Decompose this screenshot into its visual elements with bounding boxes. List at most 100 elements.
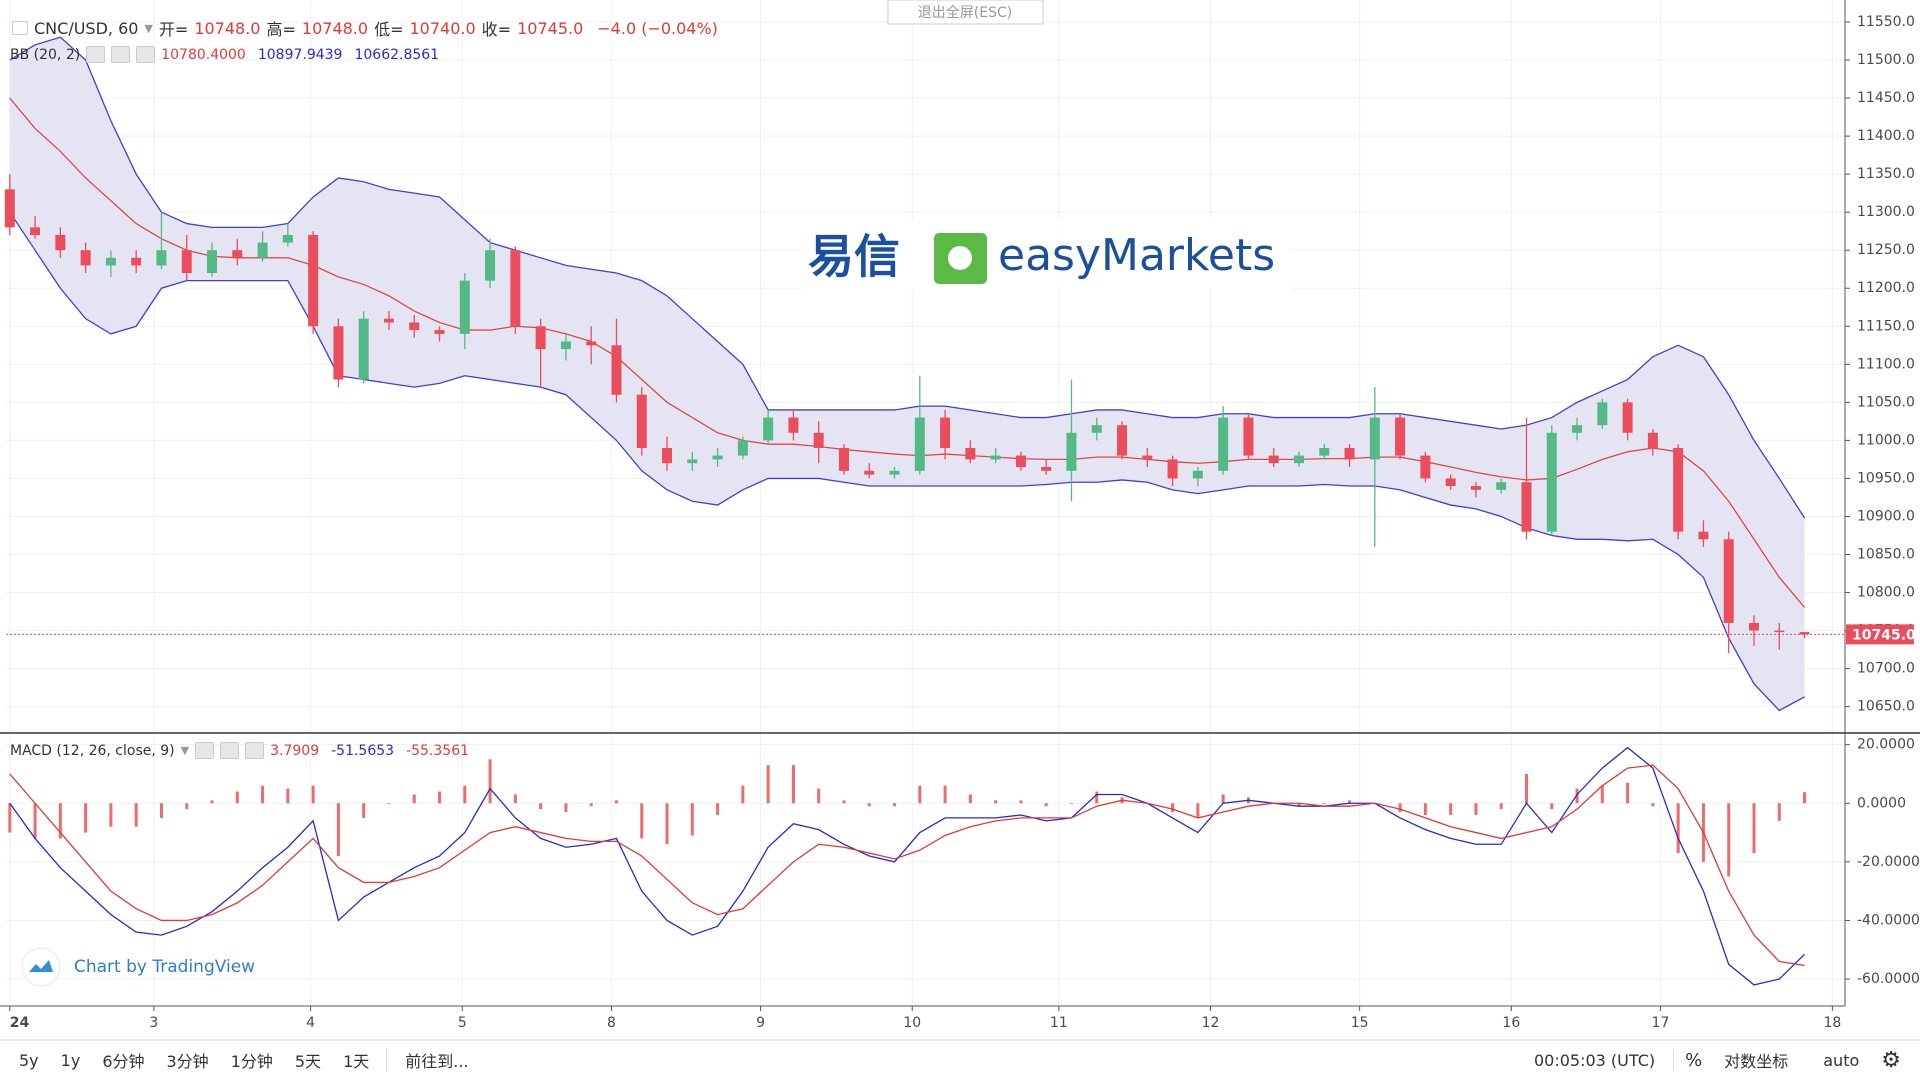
bb-legend: BB (20, 2) 10780.4000 10897.9439 10662.8…: [10, 46, 439, 63]
histogram-bar: [1044, 803, 1048, 807]
x-tick-label: 9: [756, 1015, 765, 1031]
candle-body: [737, 440, 748, 456]
candle-body: [687, 459, 698, 464]
tv-logo-mark: [29, 960, 53, 972]
histogram-bar: [994, 800, 998, 804]
ohlc-value: 10748.0: [194, 18, 261, 38]
collapse-icon[interactable]: [12, 21, 28, 35]
candle-body: [1142, 455, 1153, 460]
log-button[interactable]: 对数坐标: [1724, 1052, 1789, 1071]
indicator-name: BB (20, 2): [10, 46, 81, 63]
histogram-bar: [235, 791, 239, 804]
x-tick-label: 4: [306, 1015, 315, 1031]
candle-body: [4, 189, 15, 228]
histogram-bar: [867, 803, 871, 807]
candle-body: [282, 234, 293, 243]
clock: 00:05:03 (UTC): [1523, 1050, 1675, 1070]
candle-body: [30, 227, 41, 235]
histogram-bar: [159, 803, 163, 818]
watermark-logo-dot: [948, 246, 972, 270]
macd-line: [9, 746, 1806, 986]
histogram-bar: [716, 803, 720, 815]
candle-body: [940, 417, 951, 448]
range-button[interactable]: 5y: [19, 1050, 39, 1070]
candle-body: [55, 234, 66, 251]
candle-body: [1192, 470, 1203, 479]
histogram-bar: [640, 803, 644, 839]
histogram-bar: [412, 794, 416, 804]
indicator-value: 3.7909: [270, 742, 320, 759]
histogram-bar: [84, 803, 88, 833]
x-tick-label: 17: [1652, 1015, 1670, 1031]
candle-body: [333, 326, 344, 380]
tv-logo: [21, 947, 61, 987]
candle-body: [535, 326, 546, 350]
candle-body: [1091, 425, 1102, 433]
range-button[interactable]: 1天: [343, 1052, 370, 1071]
histogram-bar: [968, 794, 972, 804]
indicator-icon[interactable]: [195, 742, 215, 759]
indicator-icon[interactable]: [220, 742, 240, 759]
candle-body: [434, 330, 445, 334]
histogram-bar: [185, 803, 189, 810]
range-button[interactable]: 5天: [294, 1052, 322, 1071]
range-button[interactable]: 1y: [60, 1050, 81, 1070]
indicator-value: -55.3561: [406, 742, 470, 759]
candle-body: [763, 417, 774, 441]
indicator-name: MACD (12, 26, close, 9): [10, 742, 175, 759]
indicator-icon[interactable]: [111, 46, 131, 63]
attribution[interactable]: Chart by TradingView: [21, 947, 255, 987]
range-button[interactable]: 1分钟: [230, 1052, 273, 1071]
percent-button[interactable]: %: [1685, 1049, 1703, 1071]
y-tick-label: -40.0000: [1857, 912, 1920, 928]
candle-body: [459, 280, 470, 334]
candle-body: [257, 242, 268, 258]
ohlc-label: 低=: [374, 20, 404, 39]
range-button[interactable]: 6分钟: [102, 1052, 145, 1071]
candle-body: [1117, 425, 1128, 456]
indicator-icon[interactable]: [136, 46, 156, 63]
goto-button[interactable]: 前往到...: [386, 1048, 479, 1072]
histogram-bar: [614, 800, 618, 804]
y-tick-label: 11500.0: [1857, 52, 1915, 68]
candle-body: [131, 257, 142, 266]
candle-body: [990, 455, 1001, 460]
histogram-bar: [1777, 803, 1781, 821]
histogram-bar: [134, 803, 138, 827]
candle-body: [1597, 402, 1608, 426]
range-button[interactable]: 3分钟: [166, 1052, 209, 1071]
candle-body: [485, 250, 496, 281]
histogram-bar: [463, 785, 467, 804]
candle-body: [1268, 455, 1279, 464]
histogram-bar: [589, 803, 593, 807]
y-tick-label: 11400.0: [1857, 128, 1915, 144]
x-tick-label: 16: [1502, 1015, 1520, 1031]
candle-body: [662, 447, 673, 464]
histogram-bar: [336, 803, 340, 856]
histogram-bar: [261, 785, 265, 804]
histogram-bar: [741, 785, 745, 804]
indicator-icon[interactable]: [86, 46, 106, 63]
candle-body: [1723, 539, 1734, 623]
macd-legend: MACD (12, 26, close, 9) ▼ 3.7909 -51.565…: [10, 742, 469, 759]
histogram-bar: [1069, 803, 1073, 805]
candle-body: [1496, 482, 1507, 490]
dropdown-arrow[interactable]: ▼: [144, 21, 153, 35]
histogram-bar: [1449, 803, 1453, 815]
histogram-bar: [918, 785, 922, 804]
indicator-value: 10780.4000: [161, 46, 246, 63]
histogram-bar: [1651, 803, 1655, 807]
settings-button[interactable]: ⚙: [1881, 1047, 1901, 1073]
attribution-text[interactable]: Chart by TradingView: [74, 957, 255, 977]
candle-body: [1344, 447, 1355, 460]
watermark: 易信 easyMarkets: [802, 220, 1292, 290]
auto-button[interactable]: auto: [1823, 1050, 1860, 1070]
exit-fullscreen-tab[interactable]: [887, 0, 1044, 25]
dropdown-arrow[interactable]: ▼: [180, 744, 190, 757]
histogram-bar: [1019, 800, 1023, 804]
exit-fullscreen[interactable]: 退出全屏(ESC): [918, 4, 1012, 21]
candle-body: [510, 250, 521, 327]
indicator-icon[interactable]: [245, 742, 265, 759]
candle-body: [1521, 482, 1532, 532]
ohlc-value: 10748.0: [301, 18, 369, 38]
